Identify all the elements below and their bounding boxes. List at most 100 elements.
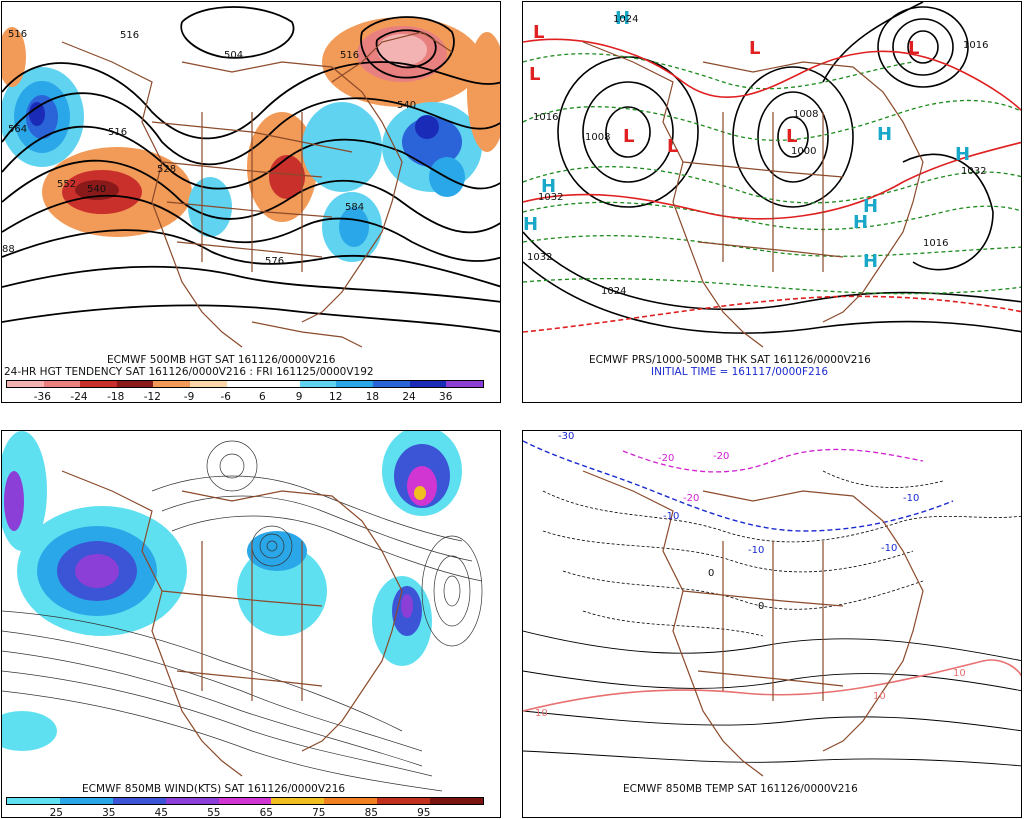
colorbar-swatch — [446, 381, 483, 387]
thickness-red — [523, 38, 1021, 333]
isobar-label: 1016 — [963, 40, 988, 51]
high-pressure-marker: H — [955, 144, 970, 165]
colorbar-tick: -36 — [33, 391, 51, 403]
colorbar-swatch — [43, 381, 81, 387]
wind-colorbar — [6, 797, 484, 805]
high-pressure-marker: H — [541, 176, 556, 197]
contour-label: 540 — [87, 184, 106, 195]
colorbar-swatch — [336, 381, 374, 387]
colorbar-swatch — [153, 381, 191, 387]
contour-label: 504 — [224, 50, 243, 61]
low-pressure-marker: L — [786, 126, 797, 147]
contour-label: 516 — [340, 50, 359, 61]
isotherm-label: 10 — [535, 708, 548, 719]
colorbar-swatch — [218, 798, 272, 804]
colorbar-swatch — [263, 381, 300, 387]
colorbar-swatch — [324, 798, 378, 804]
colorbar-swatch — [271, 798, 325, 804]
colorbar-tick: -9 — [183, 391, 195, 403]
panel-850mb-wind: ECMWF 850MB WIND(KTS) SAT 161126/0000V21… — [1, 430, 501, 818]
high-pressure-marker: H — [877, 124, 892, 145]
isotherm-label: 0 — [708, 568, 714, 579]
panel-title: ECMWF 850MB WIND(KTS) SAT 161126/0000V21… — [82, 783, 346, 795]
isotherm-label: -10 — [903, 493, 919, 504]
contour-label: 584 — [345, 202, 364, 213]
panel-sea-level-pressure: H H H H H H H H L L L L L L L 1024 1016 … — [522, 1, 1022, 403]
colorbar-swatch — [226, 381, 264, 387]
pressure-centers: H H H H H H H H L L L L L L L — [523, 8, 970, 272]
temp-labels: -30 -20 -20 -20 -10 -10 -10 -10 0 0 10 1… — [535, 431, 966, 719]
panel-500mb-height: 516 516 504 516 540 564 516 528 552 540 … — [1, 1, 501, 403]
high-pressure-marker: H — [853, 212, 868, 233]
contour-label: 552 — [57, 179, 76, 190]
isotherm-label: -20 — [713, 451, 729, 462]
colorbar-tick: 24 — [402, 391, 416, 403]
colorbar-tick: 36 — [439, 391, 453, 403]
isotherm-label: -30 — [558, 431, 574, 442]
coastlines — [61, 470, 403, 777]
colorbar-tick: 95 — [417, 807, 431, 818]
panel-title: ECMWF 850MB TEMP SAT 161126/0000V216 — [623, 783, 858, 795]
isotherm-blue — [523, 440, 954, 532]
colorbar-tick: -24 — [70, 391, 88, 403]
colorbar-tick: 55 — [207, 807, 221, 818]
low-pressure-marker: L — [529, 64, 540, 85]
tendency-colorbar-ticks: -36 -24 -18 -12 -9 -6 6 9 12 18 24 36 — [24, 391, 464, 403]
isotherm-label: -10 — [748, 545, 764, 556]
wind-colorbar-ticks: 25 35 45 55 65 75 85 95 — [30, 807, 450, 818]
coastlines — [582, 470, 924, 777]
isobar-label: 1032 — [527, 252, 552, 263]
low-pressure-marker: L — [908, 38, 919, 59]
wind-shading — [2, 431, 462, 751]
colorbar-swatch — [7, 798, 60, 804]
colorbar-tick: 6 — [259, 391, 266, 403]
isobar-label: 1024 — [613, 14, 638, 25]
low-pressure-marker: L — [623, 126, 634, 147]
isobar-label: 1032 — [538, 192, 563, 203]
high-pressure-marker: H — [615, 8, 630, 29]
colorbar-tick: -12 — [143, 391, 161, 403]
map-850mb-temp: -30 -20 -20 -20 -10 -10 -10 -10 0 0 10 1… — [523, 431, 1021, 777]
tendency-shading — [2, 17, 500, 262]
height-labels: 516 516 504 516 540 564 516 528 552 540 … — [2, 29, 416, 267]
colorbar-swatch — [409, 381, 447, 387]
temp-dashed-contours — [542, 470, 1021, 637]
isobar-label: 1016 — [533, 112, 558, 123]
contour-label: 540 — [397, 100, 416, 111]
contour-label: 576 — [265, 256, 284, 267]
map-500mb: 516 516 504 516 540 564 516 528 552 540 … — [2, 6, 500, 348]
colorbar-swatch — [80, 381, 117, 387]
contour-label: 528 — [157, 164, 176, 175]
colorbar-tick: 85 — [364, 807, 378, 818]
colorbar-swatch — [430, 798, 484, 804]
colorbar-swatch — [116, 381, 154, 387]
panel-title: ECMWF PRS/1000-500MB THK SAT 161126/0000… — [589, 354, 871, 366]
high-pressure-marker: H — [863, 251, 878, 272]
high-pressure-marker: H — [863, 196, 878, 217]
thickness-dashed-green — [523, 53, 1021, 295]
isobars — [523, 2, 1021, 334]
high-pressure-marker: H — [523, 214, 538, 235]
isobar-label: 1008 — [585, 132, 610, 143]
coastlines — [582, 41, 924, 348]
isotherm-label: 10 — [873, 691, 886, 702]
contour-label: 516 — [108, 127, 127, 138]
isotherm-label: -10 — [663, 511, 679, 522]
isotherm-label: -10 — [881, 543, 897, 554]
contour-label: 516 — [120, 30, 139, 41]
colorbar-swatch — [373, 381, 410, 387]
colorbar-tick: 35 — [102, 807, 116, 818]
isotherm-label: 10 — [953, 668, 966, 679]
isobar-label: 1000 — [791, 146, 816, 157]
colorbar-tick: 65 — [259, 807, 273, 818]
streamlines — [2, 440, 483, 792]
colorbar-tick: 75 — [312, 807, 326, 818]
isobar-label: 1024 — [601, 286, 626, 297]
low-pressure-marker: L — [667, 136, 678, 157]
contour-label: 564 — [8, 124, 27, 135]
colorbar-swatch — [59, 798, 113, 804]
isotherm-magenta — [622, 448, 924, 473]
isobar-label: 1032 — [961, 166, 986, 177]
isobar-label: 1008 — [793, 109, 818, 120]
colorbar-swatch — [377, 798, 431, 804]
